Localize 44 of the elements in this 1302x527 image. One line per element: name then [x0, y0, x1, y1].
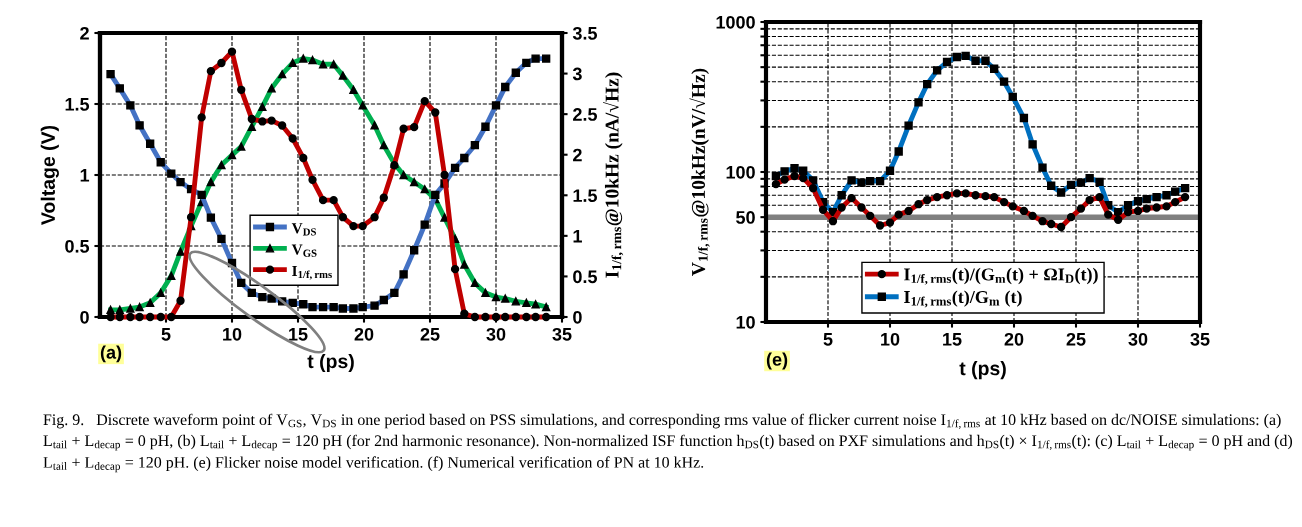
- y-axis-title: V$_{1/f,rms}$@10kHz(nV/√Hz): [689, 68, 710, 276]
- x-tick-label: 15: [289, 328, 308, 341]
- y2-tick-label: 3: [572, 67, 582, 81]
- legend-label: I$_{1/f,rms}$(t)/G$_{m}$ (t): [904, 290, 1022, 308]
- x-tick-label: 35: [552, 327, 572, 341]
- x-axis-title: t (ps): [307, 353, 354, 373]
- y-tick-label: 50: [736, 211, 755, 224]
- y-axis-title: Voltage (V): [40, 125, 59, 225]
- y2-axis-title: I$_{1/f,rms}$@10kHz (nA/√Hz): [603, 72, 624, 278]
- x-tick-label: 5: [823, 333, 833, 346]
- x-tick-label: 30: [486, 327, 506, 341]
- x-tick-label: 10: [881, 332, 900, 346]
- y-tick-label: 2: [80, 26, 89, 40]
- y2-tick-label: 1: [573, 229, 582, 243]
- x-tick-label: 15: [943, 333, 962, 346]
- x-tick-label: 20: [354, 327, 374, 341]
- text: (a): [100, 345, 122, 363]
- y2-tick-label: 0.5: [573, 270, 598, 284]
- legend-label: I$_{1/f,rms}$(t)/(G$_{m}$(t) + ΩI$_{D}$(t)): [904, 267, 1098, 285]
- y2-tick-label: 3.5: [572, 26, 598, 40]
- y-tick-label: 0.5: [65, 239, 90, 253]
- x-tick-label: 25: [1066, 332, 1086, 346]
- y-tick-label: 10: [736, 315, 755, 329]
- y-tick-label: 1000: [716, 15, 755, 29]
- x-tick-label: 20: [1004, 332, 1024, 346]
- y-tick-label: 100: [726, 165, 755, 179]
- x-axis-title: t (ps): [959, 361, 1006, 380]
- x-tick-label: 10: [223, 327, 242, 341]
- y2-tick-label: 0: [573, 310, 582, 324]
- x-tick-label: 30: [1128, 332, 1148, 346]
- y2-tick-label: 1.5: [573, 189, 598, 203]
- y2-tick-label: 2: [573, 148, 582, 162]
- x-tick-label: 35: [1190, 332, 1210, 346]
- y-tick-label: 0: [80, 310, 89, 324]
- y2-tick-label: 2.5: [573, 108, 598, 121]
- legend-label: V$_{DS}$: [291, 223, 316, 236]
- legend-label: V$_{GS}$: [291, 244, 317, 257]
- x-tick-label: 25: [420, 327, 440, 341]
- y-tick-label: 1.5: [65, 98, 90, 111]
- y-tick-label: 1: [80, 169, 90, 182]
- text: (e): [766, 352, 788, 370]
- x-tick-label: 5: [161, 328, 171, 341]
- legend-label: I$_{1/f,rms}$: [292, 265, 332, 280]
- text: Fig. 9. Discrete waveform point of V$_{GS}$, V$_{DS}$ in one period based on PSS simulations, and corresponding rms value of flicker current noise I$_{1/f,rms}$ at 10 kHz based on dc/NOISE simulations: (a) L$_{tail}$ + L$_{decap}$ = 0 pH, (b) L$_{tail}$ + L$_{decap}$ = 120 pH (for 2nd harmonic resonance). Non-normalized ISF function h$_{DS}$(t) based on PXF simulations and h$_{DS}$(t) × I$_{1/f,rms}$(t): (c) L$_{tail}$ + L$_{decap}$ = 0 pH and (d) L$_{tail}$ + L$_{decap}$ = 120 pH. (e) Flicker noise model verification. (f) Numerical verification of PN at 10 kHz.: [43, 413, 1293, 473]
